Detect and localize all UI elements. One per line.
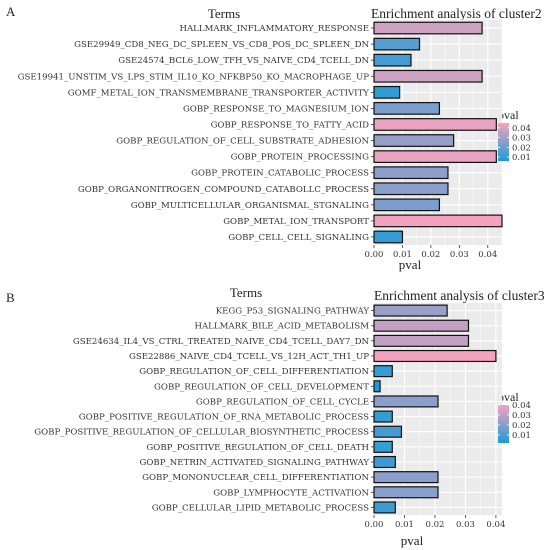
panel-letter-a: A [6,4,16,19]
bar-b-1 [373,319,470,332]
term-label: GSE22886_NAIVE_CD4_TCELL_VS_12H_ACT_TH1_… [129,352,369,362]
legend-title-a: pval [498,108,519,122]
legend-tick-label: 0.03 [512,411,531,421]
term-label: GOBP_REGULATION_OF_CELL_DEVELOPMENT [154,382,369,392]
bar-b-4 [373,365,393,378]
x-tick-label: 0.03 [450,250,469,260]
bar-b-0 [373,304,448,317]
x-tick-label: 0.03 [456,520,475,530]
bar-a-2 [373,53,412,67]
x-tick-label: 0.02 [421,250,440,260]
term-label: GOBP_REGULATION_OF_CELL_CYCLE [196,397,369,407]
bar-a-4 [373,85,401,99]
term-label: GOBP_CELLULAR_LIPID_METABOLIC_PROCESS [152,503,369,513]
term-label: GOBP_RESPONSE_TO_FATTY_ACID [211,120,370,130]
x-axis-title-a: pval [399,257,422,272]
bar-b-12 [373,486,439,499]
bar-b-9 [373,440,393,453]
panel-letter-b: B [6,290,15,305]
term-label: KEGG_P53_SIGNALING_PATHWAY [216,307,370,317]
term-label: GOMF_METAL_ION_TRANSMEMBRANE_TRANSPORTER… [68,88,370,98]
bar-b-8 [373,425,403,438]
x-tick-label: 0.01 [395,520,414,530]
term-label: GSE24574_BCL6_LOW_TFH_VS_NAIVE_CD4_TCELL… [118,56,369,66]
term-label: GOBP_POSITIVE_REGULATION_OF_CELLULAR_BIO… [34,428,369,438]
bar-a-13 [373,230,404,244]
term-label: GOBP_PROTEIN_CATABOLIC_PROCESS [191,169,369,179]
legend-tick-label: 0.02 [512,143,531,153]
bar-b-13 [373,501,396,514]
legend-tick-label: 0.01 [512,153,531,163]
bar-a-5 [373,102,441,115]
legend-tick-label: 0.04 [512,401,531,411]
legend-colorbar-a [498,123,509,161]
term-label: GOBP_MONONUCLEAR_CELL_DIFFERENTIATION [142,473,369,483]
bar-b-10 [373,455,396,469]
legend-tick-label: 0.02 [512,421,531,431]
legend-tick-label: 0.03 [512,134,531,144]
x-axis-title-b: pval [401,533,424,548]
legend-tick-label: 0.04 [512,124,531,134]
x-tick-label: 0.02 [425,520,444,530]
bar-b-6 [373,395,439,408]
legend-tick-label: 0.01 [512,431,531,441]
x-tick-label: 0.00 [365,520,384,530]
legend-colorbar-b [498,405,509,443]
term-label: GSE19941_UNSTIM_VS_LPS_STIM_IL10_KO_NFKB… [18,72,370,82]
panel-b: B Terms Enrichment analysis of cluster3 … [6,285,545,548]
term-label: GOBP_LYMPHOCYTE_ACTIVATION [213,488,369,498]
legend-title-b: pval [498,390,519,404]
bar-b-11 [373,471,439,484]
bar-a-10 [373,182,449,196]
bar-a-8 [373,150,497,163]
bar-a-0 [373,21,483,35]
bar-b-2 [373,334,470,347]
term-label: GOBP_ORGANONITROGEN_COMPOUND_CATABOLLC_P… [78,185,369,195]
bar-a-9 [373,166,449,180]
term-label: GOBP_NETRIN_ACTIVATED_SIGNALING_PATHWAY [139,458,369,468]
term-label: GOBP_PROTEIN_PROCESSING [231,153,370,163]
bar-a-11 [373,198,441,212]
bar-a-7 [373,134,455,147]
term-label: GSE24634_IL4_VS_CTRL_TREATED_NAIVE_CD4_T… [73,337,370,347]
term-label: GOBP_RESPONSE_TO_MAGNESIUM_ION [183,104,370,114]
plot-background-b [374,303,502,515]
bar-a-3 [373,69,483,83]
plot-background-a [374,20,502,245]
term-label: GOBP_POSITIVE_REGULATION_OF_CELL_DEATH [146,443,369,453]
bar-a-6 [373,118,497,131]
bar-b-3 [373,349,497,363]
x-tick-label: 0.01 [393,250,412,260]
term-label: GOBP_REGULATION_OF_CELL_SUBSTRATE_ADHESI… [116,137,369,147]
terms-heading-a: Terms [208,6,240,21]
bar-b-5 [373,380,381,393]
x-tick-label: 0.04 [478,250,497,260]
term-label: GSE29949_CD8_NEG_DC_SPLEEN_VS_CD8_POS_DC… [74,40,369,50]
x-tick-label: 0.00 [365,250,384,260]
panel-a: A Terms Enrichment analysis of cluster2 … [6,4,542,272]
term-label: HALLMARK_BILE_ACID_METABOLISM [194,322,369,332]
x-tick-label: 0.04 [486,520,505,530]
bar-b-7 [373,410,393,423]
term-label: GOBP_METAL_ION_TRANSPORT [223,217,369,227]
term-label: GOBP_MULTICELLULAR_ORGANISMAL_STGNALING [131,201,369,211]
term-label: GOBP_POSITIVE_REGULATION_OF_RNA_METABOLI… [79,413,369,423]
bar-a-1 [373,37,421,51]
term-label: GOBP_REGULATION_OF_CELL_DIFFERENTIATION [139,367,369,377]
term-label: GOBP_CELL_CELL_SIGNALING [228,233,369,243]
term-label: HALLMARK_INFLAMMATORY_RESPONSE [179,24,369,34]
chart-title-a: Enrichment analysis of cluster2 [371,6,542,21]
bar-a-12 [373,214,503,228]
terms-heading-b: Terms [230,285,262,300]
chart-title-b: Enrichment analysis of cluster3 [374,288,545,303]
